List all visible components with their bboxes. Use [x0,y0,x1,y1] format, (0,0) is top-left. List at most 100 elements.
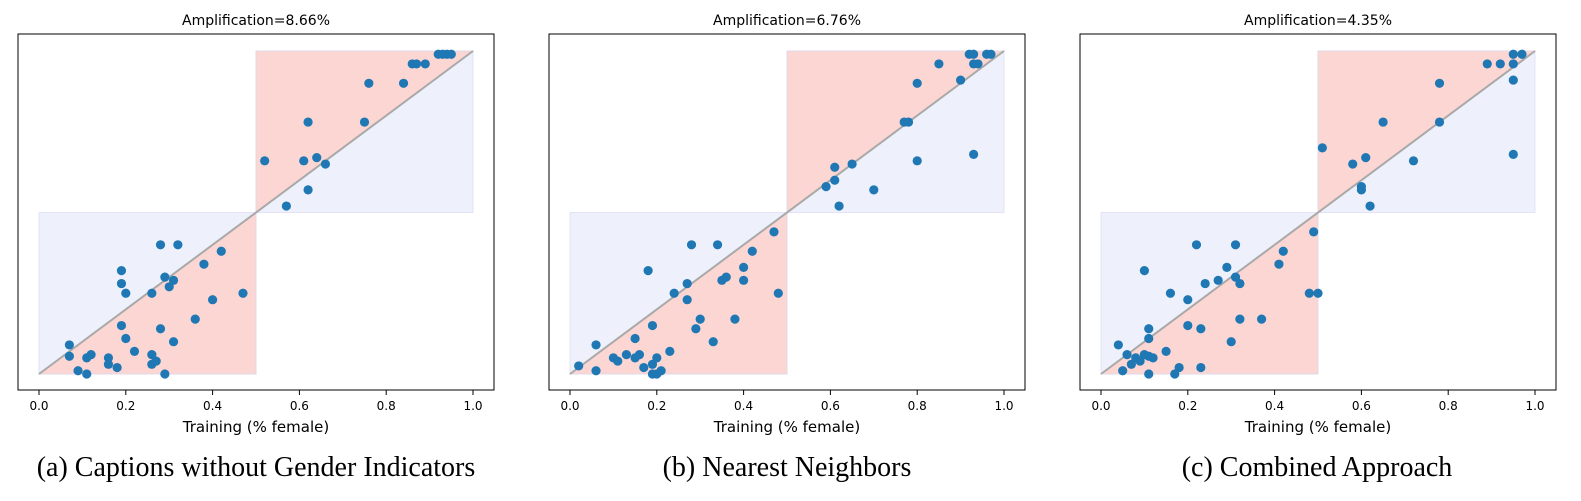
chart-title: Amplification=6.76% [713,13,861,29]
diagonal-line [38,50,474,375]
data-point [1174,362,1184,373]
x-tick-label: 0.6 [821,399,840,413]
data-point [630,333,640,344]
data-point [769,227,779,237]
caption-c: (c) Combined Approach [1181,452,1453,483]
x-tick-label: 0.2 [647,399,666,413]
data-point [912,78,922,88]
data-point [834,201,844,211]
data-point [147,350,157,360]
data-point [64,351,74,361]
data-point [173,240,183,250]
data-point [647,359,658,369]
data-point [1508,75,1518,85]
data-point [281,201,291,211]
data-point [64,340,74,350]
data-point [82,369,92,379]
data-point [1200,278,1210,289]
data-point [1126,359,1136,369]
x-tick-label: 0.8 [1439,399,1458,413]
panel-c: Amplification=4.35% 0.0 0.2 0.4 0.6 0.8 1.0 Tra… [1079,13,1557,436]
data-point [1434,117,1445,127]
x-tick-label: 0.6 [1352,399,1371,413]
data-point [869,185,879,195]
data-point [160,272,170,282]
data-point [164,282,174,292]
data-point [1161,346,1171,356]
data-point [739,275,749,285]
data-point [155,324,166,334]
x-tick-label: 0.8 [377,399,396,413]
data-point [446,49,456,59]
data-point [1113,340,1123,350]
data-point [652,353,662,363]
data-point [73,366,83,376]
region-border-high [1317,50,1536,213]
x-tick-label: 0.2 [116,399,135,413]
data-point [712,240,723,250]
data-point [647,320,658,331]
data-point [695,314,705,324]
data-point [621,350,632,360]
x-tick-label: 0.4 [203,399,222,413]
figure: Amplification=8.66% 0.0 0.2 0.4 0.6 0.8 1.0 Tra… [17,13,1557,436]
data-point [691,324,701,334]
data-point [643,266,653,276]
data-point [1135,356,1145,366]
data-point [112,362,122,373]
data-point [1256,314,1267,324]
data-point [303,117,313,127]
diagonal-line [1100,50,1536,375]
data-point [912,156,922,166]
data-point [1508,149,1518,159]
data-point [1165,288,1176,298]
data-point [739,262,749,273]
data-point [1191,240,1202,250]
data-point [155,240,166,250]
data-point [903,117,914,127]
data-point [591,340,601,350]
x-tick-label: 0.0 [560,399,579,413]
data-point [1508,49,1518,59]
data-point [1230,272,1241,282]
data-point [1278,246,1288,256]
data-point [1222,262,1232,273]
data-point [168,337,179,347]
x-tick-label: 1.0 [1525,399,1544,413]
data-point [682,278,692,289]
data-point [1495,59,1505,69]
data-point [721,272,731,282]
data-point [634,350,645,360]
data-point [574,361,584,371]
data-point [1183,295,1193,305]
x-tick-label: 0.0 [1091,399,1110,413]
region-border-high [786,50,1005,213]
data-point [747,246,757,256]
data-point [1517,49,1527,59]
data-point [1230,240,1241,250]
data-point [216,246,226,256]
data-point [411,59,422,69]
data-point [656,366,666,376]
data-point [1235,278,1245,289]
data-point [708,337,718,347]
data-point [121,288,131,298]
axes-frame [548,33,1026,391]
data-point [639,362,649,373]
data-point [730,314,740,324]
data-point [260,156,270,166]
axes-frame [1079,33,1557,391]
axes-frame [17,33,495,391]
panel-b: Amplification=6.76% 0.0 0.2 0.4 0.6 0.8 1.0 Tra… [548,13,1026,436]
data-point [1170,369,1180,379]
x-tick-label: 0.8 [908,399,927,413]
x-axis-label: Training (% female) [1244,418,1391,436]
data-point [1309,227,1319,237]
data-point [830,162,840,172]
data-point [1196,362,1206,373]
data-point [1183,320,1193,331]
data-point [190,314,200,324]
data-point [151,356,161,366]
data-point [359,117,370,127]
data-point [208,295,218,305]
